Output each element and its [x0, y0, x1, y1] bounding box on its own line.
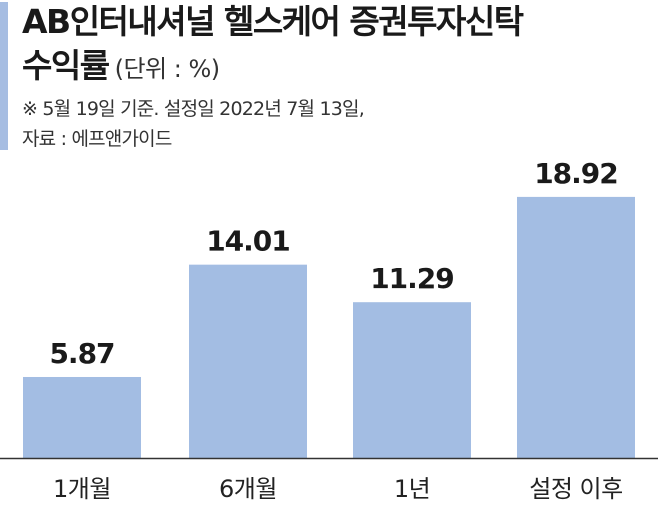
value-label-3: 11.29 [370, 262, 454, 295]
category-label-4: 설정 이후 [529, 475, 622, 503]
bar-2 [189, 264, 307, 458]
value-label-1: 5.87 [49, 337, 114, 370]
bar-3 [353, 302, 471, 458]
title-accent-bar [0, 2, 8, 150]
category-label-1: 1개월 [53, 475, 111, 503]
chart-title-second-line: 수익률 (단위 : %) [22, 44, 220, 91]
value-label-2: 14.01 [206, 225, 290, 258]
chart-title-line2: 수익률 [22, 46, 110, 85]
category-label-2: 6개월 [219, 475, 277, 503]
category-label-3: 1년 [394, 475, 430, 503]
chart-title-line1: AB인터내셔널 헬스케어 증권투자신탁 [22, 2, 524, 41]
note-reference-date: ※ 5월 19일 기준. 설정일 2022년 7월 13일, [22, 98, 365, 120]
bar-4 [517, 196, 635, 459]
chart-title: AB인터내셔널 헬스케어 증권투자신탁 [22, 0, 524, 44]
bar-1 [23, 376, 141, 458]
value-label-4: 18.92 [534, 157, 618, 190]
note-source: 자료 : 에프앤가이드 [22, 128, 172, 150]
unit-label: (단위 : %) [114, 55, 221, 83]
